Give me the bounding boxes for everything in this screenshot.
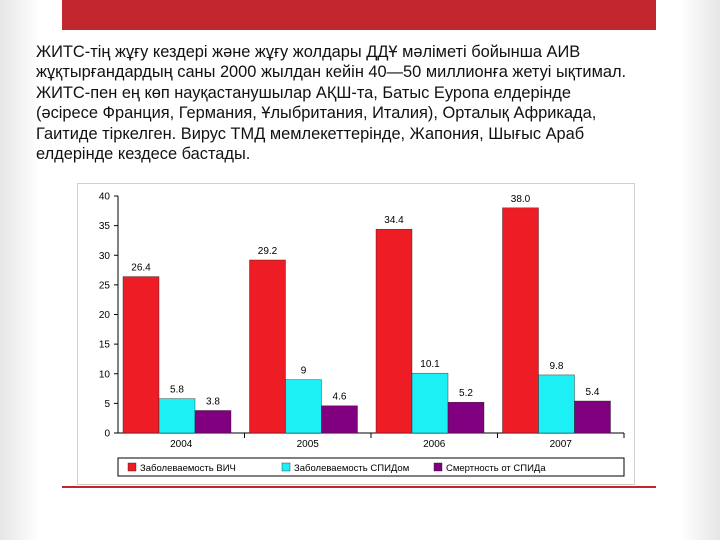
legend-label: Заболеваемость ВИЧ xyxy=(140,463,236,474)
y-tick-label: 15 xyxy=(99,340,111,351)
data-label: 9.8 xyxy=(550,361,564,372)
bar-2 xyxy=(411,372,449,434)
bar-1 xyxy=(249,259,286,434)
x-tick-label: 2005 xyxy=(297,439,320,450)
y-tick-label: 10 xyxy=(99,369,111,380)
y-tick-label: 25 xyxy=(99,280,111,291)
text-line: ЖИТС-пен ең көп науқастанушылар АҚШ-та, … xyxy=(36,83,571,102)
data-label: 3.8 xyxy=(206,396,220,407)
y-tick-label: 40 xyxy=(99,192,111,203)
legend-swatch xyxy=(127,462,137,472)
y-tick-label: 20 xyxy=(99,310,111,321)
bar-chart: 0 5 10 15 20 25 30 35 40 26.4 5.8 3.8 2004 29.2 9 4.6 20… xyxy=(99,192,625,477)
chart-frame: 0 5 10 15 20 25 30 35 40 26.4 5.8 3.8 2004 29.2 9 4.6 20… xyxy=(77,183,635,485)
data-label: 5.8 xyxy=(170,385,184,396)
text-line: (әсіресе Франция, Германия, Ұлыбритания,… xyxy=(36,104,597,123)
x-tick-label: 2007 xyxy=(550,439,573,450)
data-label: 5.2 xyxy=(459,388,473,399)
data-label: 26.4 xyxy=(131,263,151,274)
bar-1 xyxy=(375,228,413,434)
data-label: 10.1 xyxy=(420,359,440,370)
legend-swatch xyxy=(281,462,291,472)
data-label: 34.4 xyxy=(384,215,404,226)
text-line: ЖИТС-тің жұғу кездері және жұғу жолдары … xyxy=(36,43,581,61)
data-label: 38.0 xyxy=(511,194,531,205)
x-tick-label: 2004 xyxy=(170,439,193,450)
bar-3 xyxy=(447,401,485,434)
bar-2 xyxy=(158,398,196,434)
y-tick-label: 30 xyxy=(99,251,111,262)
legend-box xyxy=(117,457,625,477)
legend-label: Смертность от СПИДа xyxy=(446,463,546,474)
right-edge-shade xyxy=(680,0,720,540)
bar-3 xyxy=(194,410,232,434)
bar-3 xyxy=(321,405,358,434)
left-edge-shade xyxy=(0,0,40,540)
bottom-accent-line xyxy=(62,486,656,488)
data-label: 9 xyxy=(301,366,307,377)
bar-1 xyxy=(502,207,539,434)
y-tick-label: 35 xyxy=(99,221,111,232)
slide-body-text: ЖИТС-тің жұғу кездері және жұғу жолдары … xyxy=(36,42,696,164)
bar-3 xyxy=(574,400,611,434)
text-line: елдерінде кездесе бастады. xyxy=(36,145,251,164)
bar-2 xyxy=(538,374,575,434)
legend-swatch xyxy=(433,462,443,472)
data-label: 29.2 xyxy=(258,246,278,257)
top-accent-bar xyxy=(62,0,656,30)
legend-label: Заболеваемость СПИДом xyxy=(294,463,409,474)
bar-1 xyxy=(122,276,160,434)
x-tick-label: 2006 xyxy=(423,439,446,450)
data-label: 5.4 xyxy=(586,387,600,398)
y-tick-label: 0 xyxy=(104,429,110,440)
y-tick-label: 5 xyxy=(104,399,110,410)
text-line: Гаитиде тіркелген. Вирус ТМД мемлекеттер… xyxy=(36,124,585,143)
bar-2 xyxy=(285,379,322,434)
data-label: 4.6 xyxy=(333,392,347,403)
text-line: жұқтырғандардың саны 2000 жылдан кейін 4… xyxy=(36,63,627,82)
